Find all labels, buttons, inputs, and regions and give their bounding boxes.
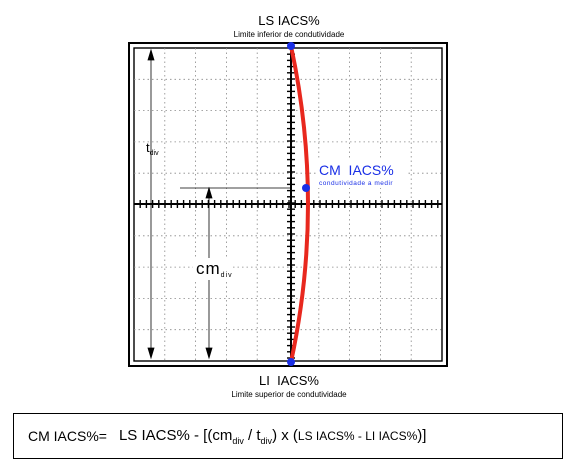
cm-label-bg bbox=[193, 258, 233, 280]
formula-t-sub: div bbox=[260, 435, 273, 446]
ls-point bbox=[287, 42, 295, 50]
axis-ticks bbox=[139, 53, 439, 359]
cm-text-bg bbox=[316, 160, 406, 188]
conductivity-curve bbox=[289, 44, 310, 364]
formula-label: CM IACS%= bbox=[28, 428, 107, 444]
formula-slash: / bbox=[243, 426, 257, 444]
ls-iacs-title: LS IACS% bbox=[258, 13, 320, 28]
formula-box: CM IACS%= LS IACS% - [(cmdiv / tdiv) x (… bbox=[13, 413, 563, 459]
formula-expression: LS IACS% - [(cmdiv / tdiv) x (LS IACS% -… bbox=[119, 427, 426, 446]
formula-cm-sub: div bbox=[232, 435, 244, 446]
formula-inner: LS IACS% - LI IACS% bbox=[297, 428, 418, 443]
li-iacs-subtitle: Limite superior de condutividade bbox=[231, 390, 347, 399]
formula-dash: - [( bbox=[189, 426, 213, 444]
cm-iacs-label: CM IACS% bbox=[319, 162, 394, 178]
t-dimension bbox=[147, 48, 155, 360]
outer-frame bbox=[128, 42, 448, 367]
cm-div-label: cmdiv bbox=[196, 259, 233, 279]
t-div-label: tdiv bbox=[146, 140, 159, 157]
li-point bbox=[287, 358, 295, 366]
formula-close2: )] bbox=[417, 426, 427, 444]
formula-close1: ) x ( bbox=[272, 426, 298, 444]
ls-iacs-subtitle: Limite inferior de condutividade bbox=[234, 30, 345, 39]
conductivity-diagram: tdiv cmdiv CM IACS% condutividade a medi… bbox=[128, 13, 448, 399]
formula-cm: cm bbox=[212, 426, 233, 444]
li-iacs-title: LI IACS% bbox=[259, 373, 319, 388]
formula-t: t bbox=[256, 426, 261, 444]
cm-point bbox=[302, 184, 310, 192]
cm-iacs-sublabel: condutividade a medir bbox=[319, 180, 393, 187]
formula-ls: LS IACS% bbox=[118, 426, 190, 444]
